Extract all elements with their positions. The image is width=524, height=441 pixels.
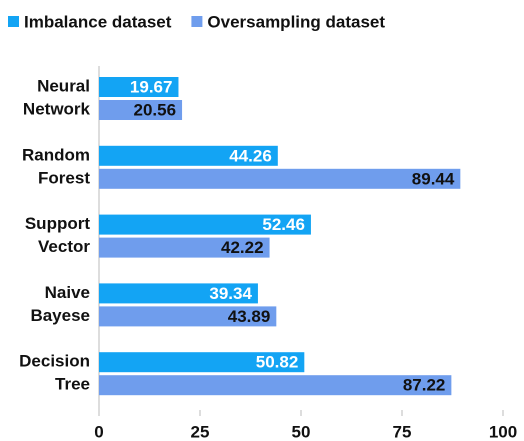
value-label: 39.34 bbox=[209, 284, 252, 303]
x-tick-label: 0 bbox=[94, 422, 103, 441]
x-tick-label: 50 bbox=[292, 422, 311, 441]
y-tick-label: Random bbox=[22, 145, 90, 164]
y-tick-label: Network bbox=[23, 99, 91, 118]
bar bbox=[99, 283, 258, 304]
y-tick-label: Vector bbox=[38, 237, 90, 256]
legend-swatch bbox=[191, 16, 203, 27]
x-tick-label: 25 bbox=[191, 422, 210, 441]
bar bbox=[99, 237, 270, 258]
bar bbox=[99, 306, 277, 327]
value-label: 19.67 bbox=[130, 77, 173, 96]
y-tick-label: Naive bbox=[45, 283, 90, 302]
y-tick-label: Neural bbox=[37, 76, 90, 95]
x-tick-label: 100 bbox=[489, 422, 517, 441]
value-label: 87.22 bbox=[403, 376, 446, 395]
value-label: 44.26 bbox=[229, 146, 272, 165]
value-label: 89.44 bbox=[412, 169, 455, 188]
y-tick-label: Support bbox=[25, 214, 90, 233]
value-label: 52.46 bbox=[262, 215, 305, 234]
y-tick-label: Tree bbox=[55, 375, 90, 394]
legend-label: Oversampling dataset bbox=[207, 12, 385, 31]
y-tick-label: Bayese bbox=[30, 306, 90, 325]
value-label: 43.89 bbox=[228, 307, 271, 326]
bar bbox=[99, 100, 183, 120]
legend-label: Imbalance dataset bbox=[24, 12, 172, 31]
bar bbox=[99, 145, 278, 166]
bar bbox=[99, 352, 305, 373]
bar bbox=[99, 168, 461, 189]
y-tick-label: Decision bbox=[19, 352, 90, 371]
value-label: 42.22 bbox=[221, 238, 264, 257]
value-label: 50.82 bbox=[256, 353, 299, 372]
x-tick-label: 75 bbox=[393, 422, 412, 441]
bar bbox=[99, 214, 311, 235]
bar bbox=[99, 375, 452, 396]
y-tick-label: Forest bbox=[38, 168, 90, 187]
value-label: 20.56 bbox=[134, 100, 177, 119]
legend-swatch bbox=[8, 16, 19, 27]
bar bbox=[99, 77, 179, 97]
